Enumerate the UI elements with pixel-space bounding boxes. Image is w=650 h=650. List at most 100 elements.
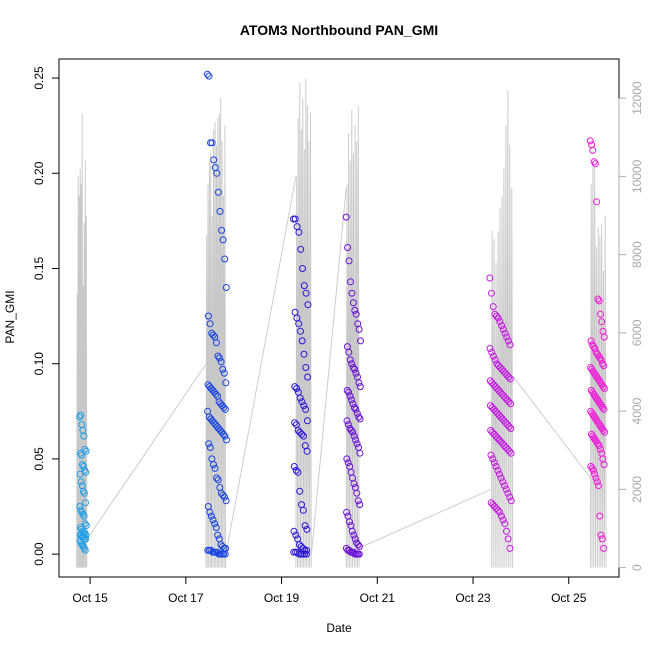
data-point	[214, 188, 222, 196]
data-point	[206, 320, 214, 328]
data-point	[344, 244, 352, 251]
y2-tick-label: 6000	[630, 319, 644, 346]
data-point	[502, 419, 510, 427]
data-point	[290, 463, 298, 470]
data-point	[600, 362, 608, 370]
flight-series-4	[342, 213, 364, 558]
data-point	[216, 354, 223, 362]
data-point	[346, 518, 353, 526]
data-point	[356, 383, 364, 391]
y2-tick-label: 8000	[630, 241, 644, 268]
data-point	[355, 325, 363, 333]
flight-series-6	[586, 137, 609, 552]
data-point	[505, 373, 513, 381]
data-point	[501, 482, 508, 490]
flight-series-1	[76, 411, 90, 554]
data-point	[502, 485, 510, 493]
data-point	[223, 436, 230, 444]
data-point	[302, 550, 310, 558]
data-point	[221, 405, 229, 413]
data-point	[345, 257, 353, 265]
y-axis-left: 0.00 0.05 0.10 0.15 0.20 0.25	[32, 66, 60, 566]
data-point	[591, 160, 599, 168]
data-point	[343, 386, 351, 394]
data-point	[599, 383, 607, 391]
x-axis: Oct 15 Oct 17 Oct 19 Oct 21 Oct 23 Oct 25	[72, 576, 587, 605]
x-tick-label: Oct 21	[360, 591, 396, 605]
data-point	[597, 531, 605, 539]
data-point	[206, 444, 214, 451]
data-point	[595, 442, 603, 450]
data-point	[300, 402, 308, 410]
data-point	[219, 430, 227, 438]
data-point	[348, 396, 355, 404]
data-point	[350, 432, 358, 440]
data-point	[218, 226, 226, 234]
data-point	[80, 432, 88, 440]
data-point	[348, 289, 356, 297]
data-point	[356, 543, 363, 550]
data-point	[599, 360, 606, 368]
data-point	[212, 339, 220, 347]
data-point	[209, 331, 217, 339]
data-point	[497, 512, 505, 520]
data-point	[203, 70, 211, 78]
data-point	[495, 470, 503, 478]
data-point	[506, 375, 514, 383]
data-point	[297, 245, 305, 253]
data-point	[302, 289, 310, 297]
data-point	[489, 303, 497, 311]
data-point	[357, 337, 364, 345]
data-point	[600, 405, 608, 413]
data-point	[352, 436, 360, 444]
data-point	[221, 432, 229, 440]
y2-tick-label: 12000	[630, 81, 644, 115]
data-point	[349, 400, 357, 408]
data-point	[213, 169, 221, 177]
data-point	[300, 432, 307, 440]
data-point	[504, 489, 512, 497]
data-points-layer	[76, 70, 609, 558]
data-point	[345, 348, 353, 356]
data-point	[487, 451, 495, 459]
data-point	[214, 352, 222, 360]
data-point	[490, 459, 498, 467]
altitude-trace-burst-1	[76, 113, 88, 568]
data-point	[298, 337, 306, 345]
y-tick-label: 0.00	[32, 542, 46, 566]
data-point	[506, 493, 514, 501]
y-tick-label: 0.20	[32, 161, 46, 185]
data-point	[589, 466, 597, 474]
data-point	[292, 531, 300, 539]
data-point	[216, 207, 224, 215]
data-point	[213, 474, 221, 482]
data-point	[214, 531, 222, 539]
data-point	[506, 544, 514, 552]
data-point	[601, 385, 608, 392]
data-point	[352, 310, 360, 318]
data-point	[81, 546, 89, 554]
data-point	[302, 364, 310, 371]
data-point	[498, 322, 506, 330]
x-tick-label: Oct 15	[72, 591, 108, 605]
data-point	[222, 284, 230, 291]
altitude-trace-transit-5	[512, 375, 591, 478]
x-axis-label: Date	[326, 621, 352, 635]
data-point	[343, 508, 351, 516]
data-point	[291, 383, 299, 391]
data-point	[494, 466, 502, 474]
data-point	[356, 415, 364, 423]
y2-tick-label: 2000	[630, 476, 644, 503]
data-point	[596, 354, 604, 362]
data-point	[503, 333, 511, 341]
x-tick-label: Oct 19	[264, 591, 300, 605]
data-point	[505, 398, 513, 406]
data-point	[596, 512, 604, 520]
data-point	[296, 428, 304, 436]
y-tick-label: 0.25	[32, 66, 46, 90]
data-point	[598, 535, 606, 543]
data-point	[590, 343, 598, 351]
data-point	[209, 516, 217, 524]
data-point	[588, 464, 596, 472]
data-point	[77, 478, 85, 486]
